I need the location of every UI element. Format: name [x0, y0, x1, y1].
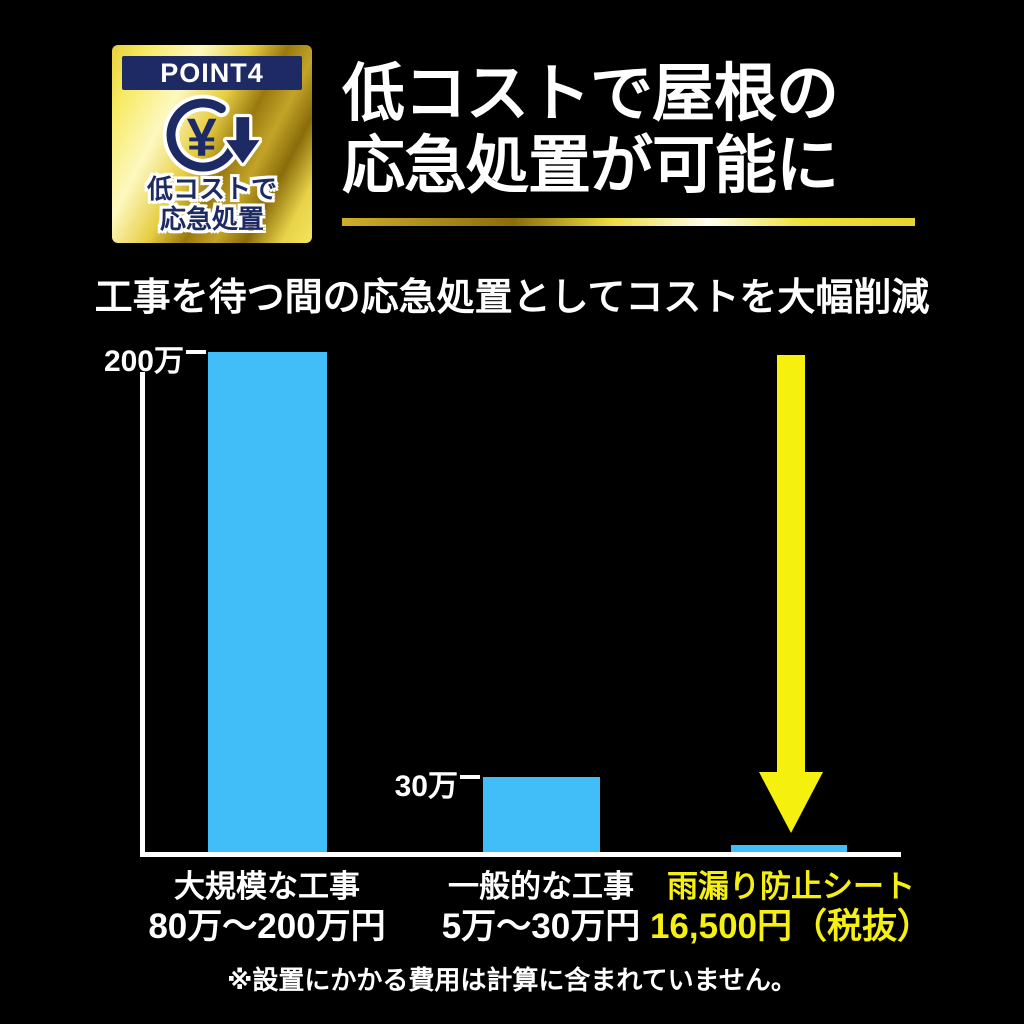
y-axis-line [140, 372, 145, 852]
title-line2: 応急処置が可能に [342, 131, 839, 201]
yen-symbol: ¥ [187, 108, 217, 168]
category-price: 16,500円（税抜） [649, 907, 933, 946]
title-line1: 低コストで屋根の [342, 59, 839, 129]
title-underline [342, 218, 915, 226]
y-tick-dash-200man [186, 350, 206, 354]
y-tick-label-30man: 30万 [394, 770, 458, 803]
down-arrow-head [759, 772, 823, 833]
footnote: ※設置にかかる費用は計算に含まれていません。 [227, 965, 797, 995]
category-name: 大規模な工事 [173, 869, 360, 904]
down-arrow-shaft [777, 355, 805, 772]
category-price-range: 80万〜200万円 [148, 907, 386, 946]
point-badge: POINT4 ¥ 低コストで 応急処置 [112, 45, 312, 243]
bar-general-construction [483, 777, 600, 852]
point-number-box: POINT4 [122, 56, 302, 90]
bar-leak-prevention-sheet [731, 845, 847, 852]
category-price-range: 5万〜30万円 [441, 907, 641, 946]
point-label: POINT4 [160, 57, 264, 88]
badge-caption: 低コストで 応急処置 [112, 174, 312, 234]
category-name: 一般的な工事 [448, 869, 634, 904]
badge-caption-line1: 低コストで [146, 174, 277, 204]
category-name: 雨漏り防止シート [667, 869, 915, 904]
y-tick-label-200man: 200万 [103, 345, 184, 378]
subtitle: 工事を待つ間の応急処置としてコストを大幅削減 [94, 277, 930, 319]
category-label-large-construction: 大規模な工事 80万〜200万円 [148, 868, 385, 948]
category-label-leak-prevention-sheet: 雨漏り防止シート 16,500円（税抜） [650, 868, 932, 948]
y-tick-dash-30man [460, 775, 480, 779]
bar-large-construction [208, 352, 327, 852]
x-axis-line [140, 852, 901, 857]
badge-caption-line2: 応急処置 [159, 204, 264, 234]
page-title: 低コストで屋根の 応急処置が可能に [342, 58, 839, 202]
category-label-general-construction: 一般的な工事 5万〜30万円 [442, 868, 640, 948]
yen-coin-down-arrow-icon: ¥ [162, 94, 262, 176]
